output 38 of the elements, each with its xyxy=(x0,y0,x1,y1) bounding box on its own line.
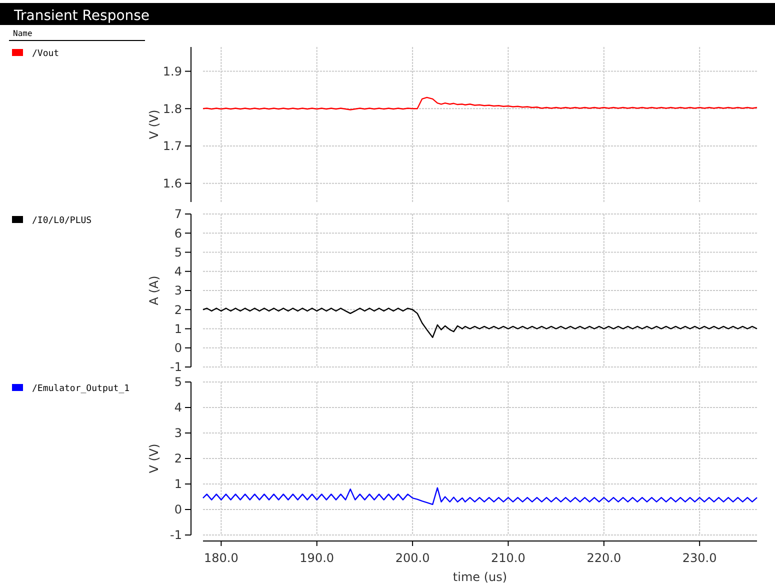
y-tick-label: 3 xyxy=(174,284,182,298)
legend-title: Name xyxy=(13,29,32,38)
y-axis-title: A (A) xyxy=(147,276,161,306)
line-series xyxy=(202,308,758,338)
y-tick-label: 2 xyxy=(174,302,182,317)
legend-label: /Vout xyxy=(32,49,60,59)
y-tick-label: 1.9 xyxy=(162,64,182,78)
y-tick-label: 4 xyxy=(174,400,182,415)
y-tick-label: 1.8 xyxy=(162,102,182,116)
x-tick-label: 230.0 xyxy=(682,551,717,565)
x-tick-label: 190.0 xyxy=(300,551,334,565)
y-tick-label: 6 xyxy=(174,226,182,240)
y-tick-label: -1 xyxy=(170,528,182,542)
y-tick-label: 1 xyxy=(174,322,182,336)
x-tick-label: 210.0 xyxy=(491,551,526,565)
y-tick-label: 1.7 xyxy=(162,139,182,154)
y-tick-label: -1 xyxy=(170,360,182,374)
legend-label: /I0/L0/PLUS xyxy=(32,216,92,226)
x-tick-label: 200.0 xyxy=(395,551,430,565)
y-axis-title: V (V) xyxy=(147,110,161,140)
x-tick-label: 180.0 xyxy=(204,551,238,565)
line-series xyxy=(202,487,758,505)
y-tick-label: 7 xyxy=(174,207,182,222)
y-tick-label: 1.6 xyxy=(162,176,182,191)
y-tick-label: 5 xyxy=(174,245,182,260)
y-tick-label: 5 xyxy=(174,375,182,390)
x-axis-title: time (us) xyxy=(452,570,508,584)
y-tick-label: 4 xyxy=(174,264,182,279)
legend-label: /Emulator_Output_1 xyxy=(32,384,130,394)
y-tick-label: 3 xyxy=(174,426,182,440)
y-tick-label: 0 xyxy=(174,502,182,517)
y-tick-label: 1 xyxy=(174,477,182,492)
x-tick-label: 220.0 xyxy=(586,551,622,565)
y-tick-label: 0 xyxy=(174,341,182,356)
text: Transient Response xyxy=(13,8,150,24)
y-tick-label: 2 xyxy=(174,452,182,466)
line-series xyxy=(202,96,758,110)
y-axis-title: V (V) xyxy=(147,444,161,474)
